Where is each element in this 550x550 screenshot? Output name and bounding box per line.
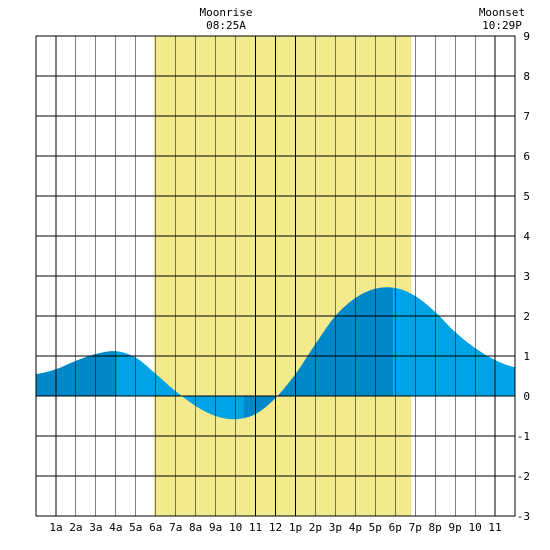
- tide-band-2: [243, 287, 394, 419]
- moonrise-time: 08:25A: [206, 19, 246, 32]
- y-tick-label: 1: [523, 350, 530, 363]
- tide-band-1: [117, 351, 244, 420]
- y-tick-label: 4: [523, 230, 530, 243]
- moonset-time: 10:29P: [482, 19, 522, 32]
- x-tick-label: 3p: [329, 521, 342, 534]
- x-tick-label: 5a: [129, 521, 142, 534]
- y-tick-label: 5: [523, 190, 530, 203]
- plot-frame: [35, 35, 516, 517]
- x-tick-label: 6a: [149, 521, 162, 534]
- y-tick-label: 7: [523, 110, 530, 123]
- x-tick-label: 4a: [109, 521, 122, 534]
- x-tick-label: 1p: [289, 521, 302, 534]
- x-tick-label: 5p: [369, 521, 382, 534]
- x-tick-label: 11: [488, 521, 501, 534]
- tide-band-0: [36, 351, 118, 396]
- x-tick-label: 1a: [49, 521, 62, 534]
- y-tick-label: 2: [523, 310, 530, 323]
- x-tick-label: 8a: [189, 521, 202, 534]
- y-tick-label: 0: [523, 390, 530, 403]
- x-tick-label: 6p: [389, 521, 402, 534]
- x-tick-label: 4p: [349, 521, 362, 534]
- x-tick-label: 11: [249, 521, 262, 534]
- x-tick-label: 2p: [309, 521, 322, 534]
- x-tick-label: 3a: [89, 521, 102, 534]
- x-tick-label: 7p: [409, 521, 422, 534]
- x-tick-label: 10: [229, 521, 242, 534]
- tide-band-3: [393, 287, 515, 396]
- x-tick-label: 10: [468, 521, 481, 534]
- y-tick-label: 9: [523, 30, 530, 43]
- y-tick-label: -3: [517, 510, 530, 523]
- y-tick-label: 3: [523, 270, 530, 283]
- y-tick-label: 6: [523, 150, 530, 163]
- x-tick-label: 8p: [429, 521, 442, 534]
- y-tick-label: 8: [523, 70, 530, 83]
- x-tick-label: 2a: [69, 521, 82, 534]
- y-tick-label: -2: [517, 470, 530, 483]
- x-tick-label: 12: [269, 521, 282, 534]
- moonset-label: Moonset: [479, 6, 525, 19]
- x-tick-label: 9p: [449, 521, 462, 534]
- x-tick-label: 7a: [169, 521, 182, 534]
- moonrise-label: Moonrise: [200, 6, 253, 19]
- y-tick-label: -1: [517, 430, 530, 443]
- x-tick-label: 9a: [209, 521, 222, 534]
